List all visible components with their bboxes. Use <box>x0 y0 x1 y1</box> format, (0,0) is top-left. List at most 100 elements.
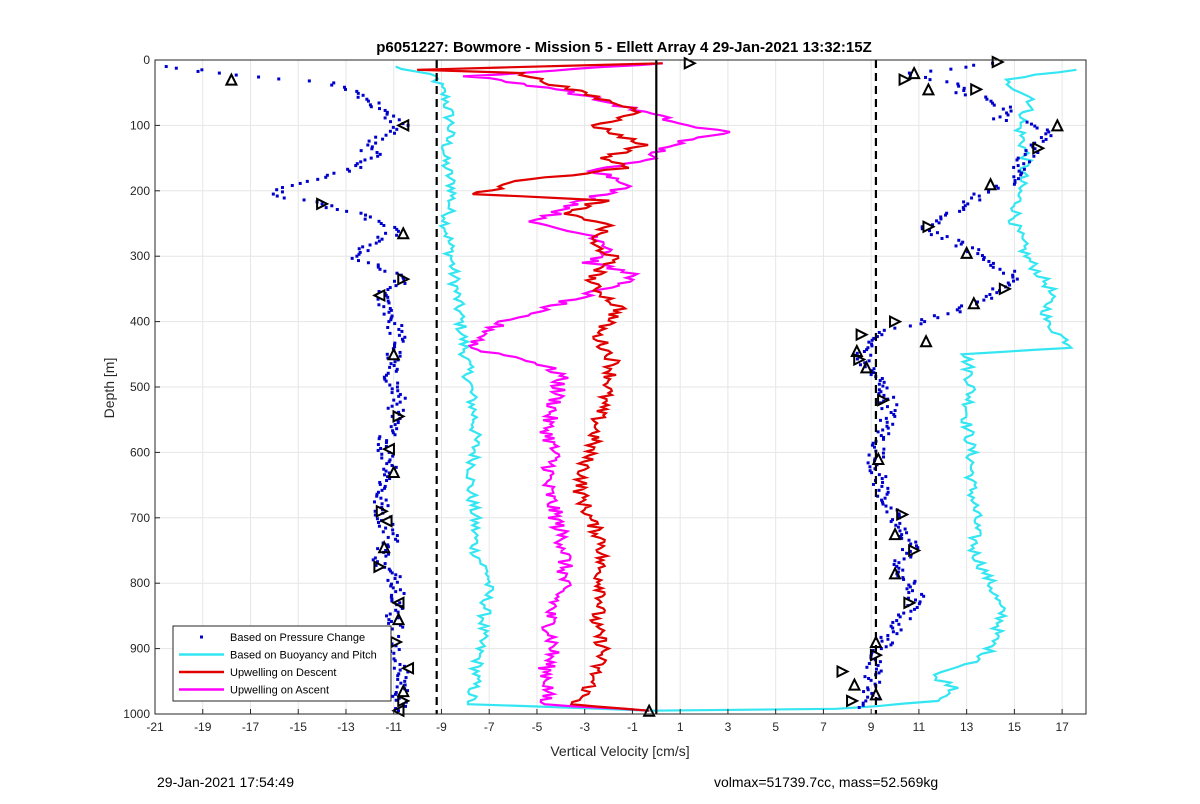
pressure-point-ascent <box>889 506 893 510</box>
pressure-point-descent <box>400 329 404 333</box>
pressure-point-ascent <box>1045 128 1049 132</box>
pressure-point-ascent <box>877 392 881 396</box>
pressure-point-descent <box>358 250 362 254</box>
pressure-point-ascent <box>914 544 918 548</box>
pressure-point-ascent <box>877 488 881 492</box>
pressure-point-descent <box>402 664 406 668</box>
x-tick-label: -1 <box>627 720 638 734</box>
pressure-point-descent <box>393 225 397 229</box>
pressure-point-descent <box>401 408 405 412</box>
pressure-point-ascent <box>939 215 943 219</box>
series-upwelling-ascent <box>462 62 731 712</box>
pressure-point-ascent <box>864 699 868 703</box>
pressure-point-ascent <box>899 534 903 538</box>
descent-marker <box>397 694 411 708</box>
pressure-point-descent <box>357 247 361 251</box>
pressure-point-descent <box>379 446 383 450</box>
series-buoyancy-ascent <box>649 68 1077 712</box>
pressure-point-descent <box>398 575 402 579</box>
descent-marker <box>396 683 410 698</box>
pressure-point-descent <box>395 233 399 237</box>
pressure-point-descent <box>364 213 368 217</box>
pressure-point-ascent <box>1044 132 1048 136</box>
pressure-point-ascent <box>877 671 881 675</box>
pressure-point-ascent <box>897 561 901 565</box>
pressure-point-descent <box>387 301 391 305</box>
pressure-point-ascent <box>1016 177 1020 181</box>
pressure-point-descent <box>381 137 385 141</box>
descent-marker <box>387 464 401 479</box>
x-tick-label: 17 <box>1055 720 1069 734</box>
pressure-point-descent <box>386 545 390 549</box>
pressure-point-descent <box>397 327 401 331</box>
pressure-point-descent <box>375 150 379 154</box>
ascent-marker <box>642 703 656 717</box>
pressure-point-descent <box>335 207 339 211</box>
pressure-point-descent <box>384 293 388 297</box>
pressure-point-ascent <box>924 75 928 79</box>
x-tick-label: 3 <box>725 720 732 734</box>
pressure-point-ascent <box>1004 118 1008 122</box>
descent-marker <box>316 197 330 211</box>
pressure-point-descent <box>385 110 389 114</box>
pressure-point-descent <box>392 666 396 670</box>
pressure-point-descent <box>391 125 395 129</box>
pressure-point-ascent <box>883 496 887 500</box>
pressure-point-ascent <box>1012 165 1016 169</box>
y-tick-label: 900 <box>130 642 150 656</box>
pressure-point-descent <box>389 316 393 320</box>
pressure-point-ascent <box>1005 111 1009 115</box>
pressure-point-ascent <box>980 254 984 258</box>
pressure-point-ascent <box>880 477 884 481</box>
pressure-point-descent <box>398 350 402 354</box>
pressure-point-descent <box>373 509 377 513</box>
ascent-marker <box>869 634 883 649</box>
pressure-point-ascent <box>977 248 981 252</box>
pressure-point-ascent <box>898 529 902 533</box>
pressure-point-descent <box>200 68 204 72</box>
pressure-point-ascent <box>898 521 902 525</box>
pressure-point-descent <box>386 356 390 360</box>
pressure-point-ascent <box>913 579 917 583</box>
pressure-point-ascent <box>862 690 866 694</box>
pressure-point-ascent <box>961 206 965 210</box>
footer-timestamp: 29-Jan-2021 17:54:49 <box>157 774 294 790</box>
pressure-point-ascent <box>902 611 906 615</box>
pressure-point-descent <box>385 479 389 483</box>
pressure-point-descent <box>385 462 389 466</box>
pressure-point-descent <box>395 385 399 389</box>
pressure-point-descent <box>402 591 406 595</box>
pressure-point-descent <box>374 141 378 145</box>
pressure-point-descent <box>387 471 391 475</box>
pressure-point-ascent <box>865 665 869 669</box>
descent-marker <box>391 596 405 610</box>
pressure-point-ascent <box>891 422 895 426</box>
pressure-point-descent <box>369 105 373 109</box>
pressure-point-ascent <box>1001 271 1005 275</box>
pressure-point-descent <box>366 143 370 147</box>
pressure-point-descent <box>271 192 275 196</box>
pressure-point-descent <box>395 271 399 275</box>
pressure-point-ascent <box>919 322 923 326</box>
pressure-point-descent <box>302 198 306 202</box>
pressure-point-ascent <box>876 430 880 434</box>
pressure-point-descent <box>404 704 408 708</box>
pressure-point-ascent <box>959 242 963 246</box>
pressure-point-descent <box>376 154 380 158</box>
pressure-point-ascent <box>944 213 948 217</box>
pressure-point-ascent <box>880 333 884 337</box>
pressure-point-descent <box>397 410 401 414</box>
descent-marker <box>377 539 391 554</box>
pressure-point-descent <box>378 435 382 439</box>
pressure-point-descent <box>390 593 394 597</box>
pressure-point-descent <box>387 320 391 324</box>
pressure-point-ascent <box>891 626 895 630</box>
pressure-point-ascent <box>991 101 995 105</box>
pressure-point-ascent <box>901 548 905 552</box>
pressure-point-ascent <box>982 256 986 260</box>
pressure-point-ascent <box>1013 179 1017 183</box>
pressure-point-ascent <box>987 259 991 263</box>
pressure-point-descent <box>388 365 392 369</box>
pressure-point-descent <box>384 373 388 377</box>
pressure-point-descent <box>377 239 381 243</box>
